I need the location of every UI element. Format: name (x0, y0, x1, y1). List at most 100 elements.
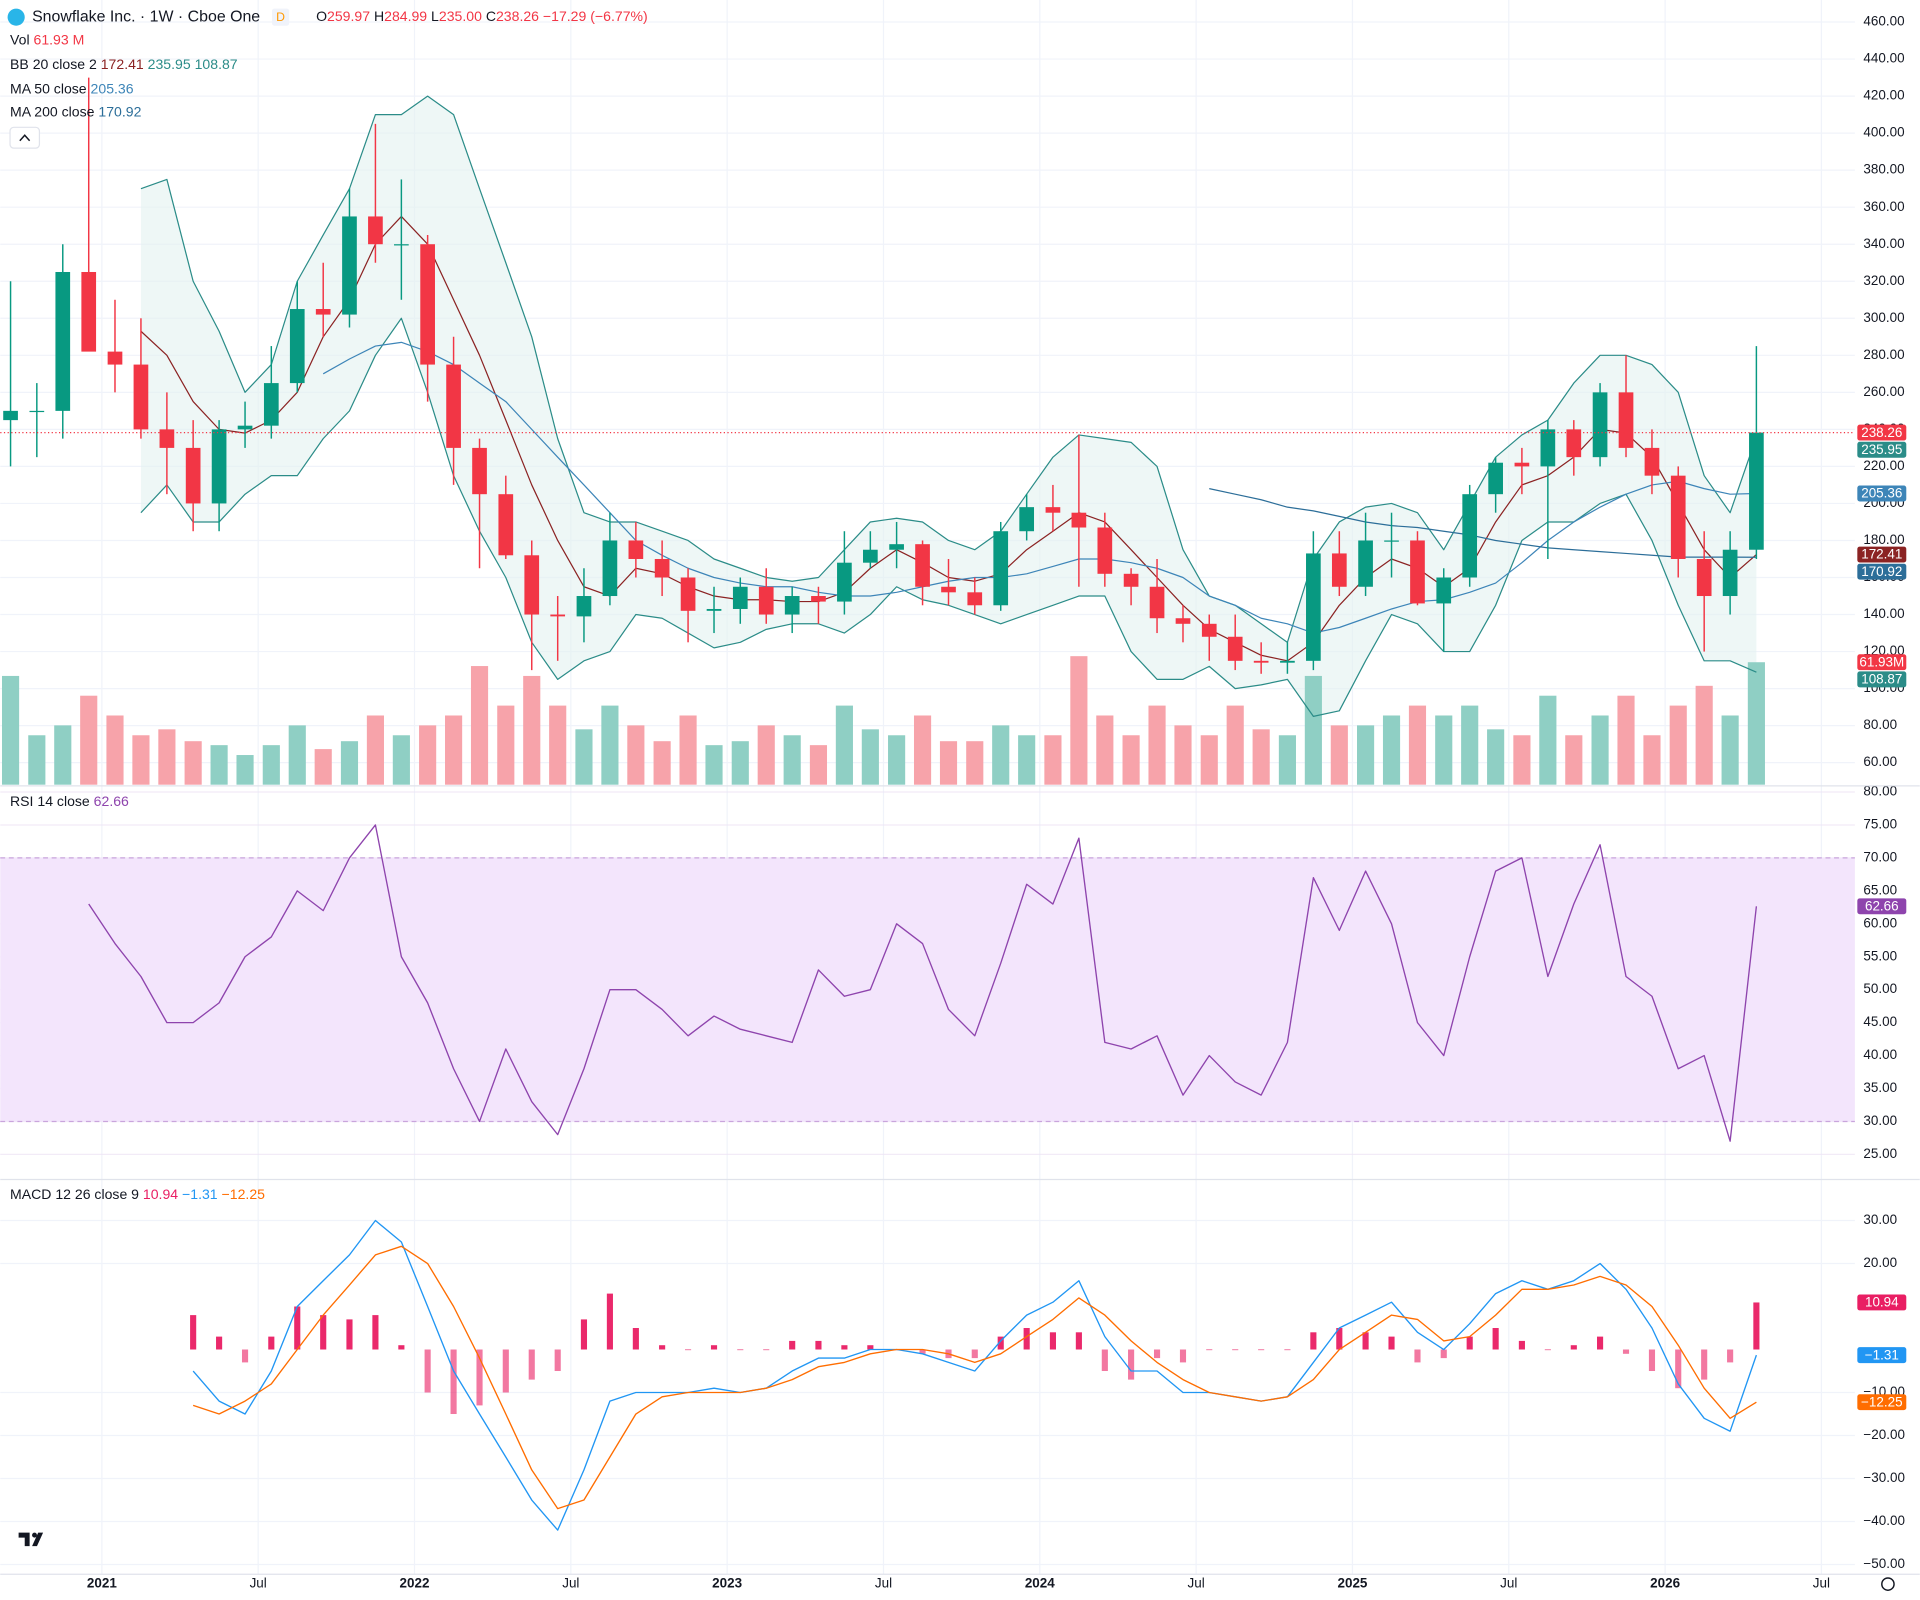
macd-histogram-bar (1023, 1328, 1030, 1350)
macd-histogram-bar (1232, 1349, 1239, 1351)
volume-bar (783, 735, 801, 785)
volume-bar (913, 715, 932, 785)
volume-bar (288, 725, 306, 785)
y-tick-label: 50.00 (1863, 981, 1897, 996)
volume-bar (236, 755, 254, 785)
change: −17.29 (543, 8, 587, 24)
volume-bar (340, 741, 359, 785)
candle-body (1358, 540, 1373, 587)
macd-histogram-bar (424, 1349, 431, 1393)
volume-bar (1044, 735, 1062, 785)
volume-bar (262, 745, 280, 785)
macd-histogram-bar (190, 1315, 197, 1350)
candle-body (1071, 512, 1087, 528)
candle-body (420, 244, 435, 365)
macd-legend[interactable]: MACD 12 26 close 9 10.94 −1.31 −12.25 (10, 1186, 265, 1202)
candle-body (1749, 432, 1764, 550)
tv-logo-dot (32, 1532, 37, 1538)
volume-bar (1539, 695, 1557, 785)
volume-bar (731, 741, 749, 785)
volume-bar (1070, 656, 1088, 785)
candle-body (107, 351, 123, 365)
candle-body (1280, 660, 1295, 663)
x-tick-label: Jul (1813, 1576, 1830, 1591)
ohlc-name: C (486, 8, 496, 24)
candle-body (680, 577, 696, 611)
price-badge-label: −1.31 (1865, 1347, 1899, 1362)
candle-body (315, 309, 331, 315)
ma200-legend[interactable]: MA 200 close 170.92 (10, 103, 142, 119)
x-tick-label: 2021 (87, 1576, 117, 1591)
plot: 2021 Jul 2022 Jul 2023 Jul 2024 Jul 2025 Jul 2026 J… (0, 14, 1907, 1591)
macd-histogram-bar (789, 1340, 796, 1350)
price-badge-label: 10.94 (1865, 1295, 1899, 1310)
volume-bar (28, 735, 46, 785)
y-tick-label: 360.00 (1863, 199, 1904, 214)
volume-bar (705, 745, 723, 785)
tv-logo-shape (18, 1532, 44, 1547)
candle-body (732, 586, 748, 609)
volume-bar (1226, 705, 1244, 785)
y-tick-label: 20.00 (1863, 1255, 1897, 1270)
candle-body (55, 271, 71, 411)
volume-bar (1513, 735, 1531, 785)
volume-legend[interactable]: Vol 61.93 M (10, 31, 84, 47)
symbol-title[interactable]: Snowflake Inc. · 1W · Cboe One (32, 8, 260, 25)
x-tick-label: 2024 (1025, 1576, 1055, 1591)
candle-body (967, 592, 983, 606)
price-badge (1857, 546, 1907, 563)
macd-histogram-bar (1466, 1336, 1473, 1350)
macd-histogram-bar (1284, 1349, 1291, 1351)
badge-box (272, 8, 290, 26)
rsi-legend[interactable]: RSI 14 close 62.66 (10, 793, 129, 809)
candle-body (1410, 540, 1425, 604)
volume-bar (158, 729, 176, 785)
price-badge (1857, 1294, 1907, 1311)
ma50-legend[interactable]: MA 50 close 205.36 (10, 80, 134, 96)
candle-body (1514, 462, 1530, 467)
collapse-button[interactable] (9, 126, 41, 149)
price-badge (1857, 441, 1907, 458)
bb-legend[interactable]: BB 20 close 2 172.41 235.95 108.87 (10, 56, 238, 72)
volume-bar (601, 705, 619, 785)
candle-body (394, 244, 409, 246)
candle-body (1696, 558, 1712, 597)
candle-body (1566, 429, 1582, 458)
volume-bar (992, 725, 1010, 785)
macd-histogram-bar (268, 1336, 275, 1350)
candle-body (915, 544, 930, 587)
ohlc-value: 284.99 (384, 8, 427, 24)
candle-body (1384, 540, 1399, 542)
volume-bar (627, 725, 645, 785)
macd-histogram-bar (606, 1293, 613, 1350)
tv-logo[interactable] (18, 1532, 44, 1547)
y-tick-label: 180.00 (1863, 532, 1904, 547)
candle-body (159, 429, 175, 448)
price-badge-label: 62.66 (1865, 898, 1899, 913)
macd-histogram-bar (476, 1349, 483, 1406)
volume-bar (809, 745, 828, 785)
candle-body (3, 410, 18, 421)
volume-bar (1200, 735, 1218, 785)
candle-body (1149, 586, 1165, 619)
volume-bar (80, 695, 98, 785)
volume-bar (366, 715, 384, 785)
price-badge-label: 238.26 (1861, 425, 1902, 440)
price-badge-label: 235.95 (1861, 442, 1902, 457)
volume-bar (1643, 735, 1661, 785)
volume-bar (1122, 735, 1140, 785)
volume-bar (1018, 735, 1036, 785)
volume-bar (1435, 715, 1453, 785)
macd-histogram-bar (502, 1349, 509, 1393)
volume-bar (1487, 729, 1505, 785)
indicator-name: MA 50 close (10, 80, 87, 96)
settings-button[interactable] (1881, 1577, 1895, 1591)
macd-histogram-bar (815, 1340, 822, 1350)
volume-bar (1669, 705, 1687, 785)
macd-histogram-bar (294, 1306, 301, 1350)
macd-histogram-bar (1622, 1349, 1630, 1354)
indicator-value: 61.93 M (34, 31, 85, 47)
price-badge (1857, 654, 1907, 671)
